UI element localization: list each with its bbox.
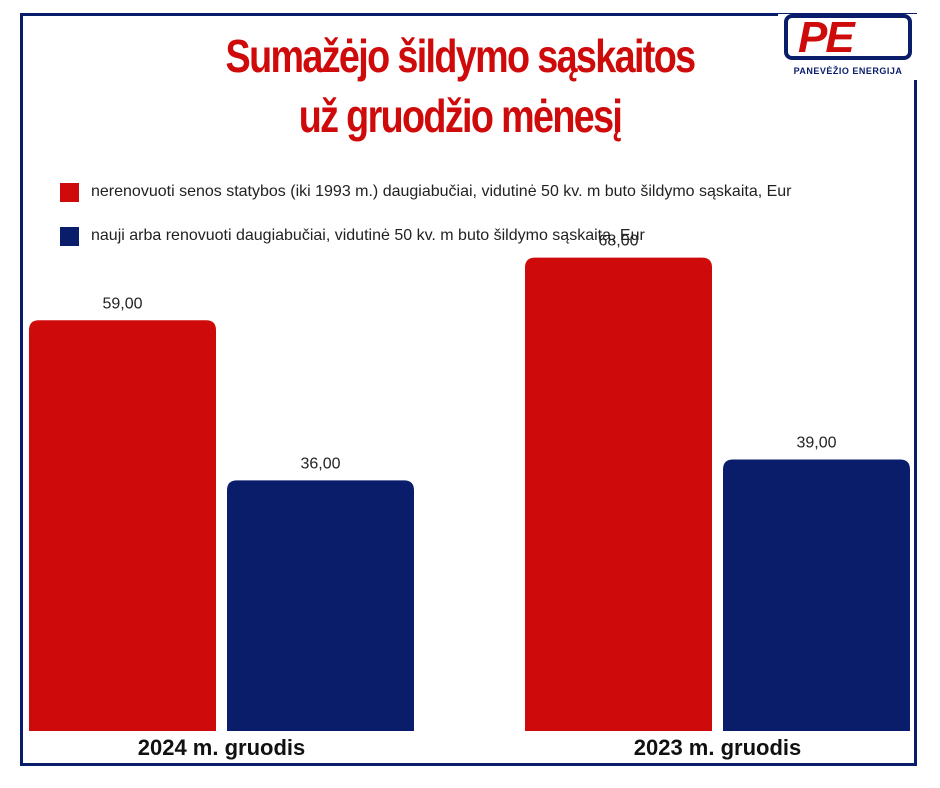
bar-2-navy	[723, 459, 910, 731]
chart-frame	[20, 13, 917, 766]
legend-item-series-2: nauji arba renovuoti daugiabučiai, vidut…	[60, 225, 645, 247]
data-label-2-2: 39,00	[796, 435, 836, 452]
pe-logo-icon: PE PANEVĖŽIO ENERGIJA	[778, 14, 918, 80]
data-label-2-1: 68,00	[598, 233, 638, 250]
legend-item-series-1: nerenovuoti senos statybos (iki 1993 m.)…	[60, 181, 792, 203]
bar-1-red	[29, 320, 216, 731]
chart-title: Sumažėjo šildymo sąskaitos už gruodžio m…	[198, 26, 723, 146]
logo-letters: PE	[798, 13, 855, 62]
legend-label-series-2: nauji arba renovuoti daugiabučiai, vidut…	[91, 227, 645, 244]
x-category-label-2: 2023 m. gruodis	[634, 735, 802, 760]
x-category-label-1: 2024 m. gruodis	[138, 735, 306, 760]
bar-2-red	[525, 257, 712, 731]
logo-badge	[784, 14, 912, 60]
legend-label-series-1: nerenovuoti senos statybos (iki 1993 m.)…	[91, 183, 792, 200]
legend-swatch-red	[60, 182, 79, 202]
title-line-1: Sumažėjo šildymo sąskaitos	[225, 30, 697, 82]
bar-1-navy	[227, 480, 414, 731]
title-line-2: už gruodžio mėnesį	[298, 90, 623, 142]
logo-company-name: PANEVĖŽIO ENERGIJA	[793, 66, 903, 76]
data-label-1-1: 59,00	[102, 295, 142, 312]
data-label-1-2: 36,00	[300, 455, 340, 472]
legend-swatch-navy	[60, 226, 79, 246]
